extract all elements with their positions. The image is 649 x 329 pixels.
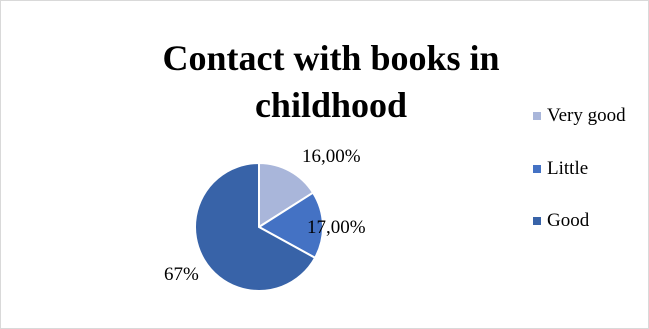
legend-label-very-good: Very good: [547, 105, 626, 126]
pie-slice-little: [257, 191, 324, 260]
legend-item-good: Good: [533, 210, 627, 231]
pie-slice-very-good: [258, 161, 315, 229]
legend-label-good: Good: [547, 210, 590, 231]
data-label-little: 17,00%: [307, 217, 366, 238]
legend-swatch-very-good: [533, 112, 541, 120]
legend-swatch-little: [533, 165, 541, 173]
legend-label-little: Little: [547, 158, 589, 179]
legend-item-very-good: Very good: [533, 105, 627, 126]
legend-swatch-good: [533, 217, 541, 225]
data-label-very-good: 16,00%: [302, 146, 361, 167]
data-label-good: 67%: [164, 264, 199, 285]
pie-slice-good: [194, 161, 317, 292]
legend-item-little: Little: [533, 158, 627, 179]
chart-title: Contact with books in childhood: [162, 38, 500, 125]
